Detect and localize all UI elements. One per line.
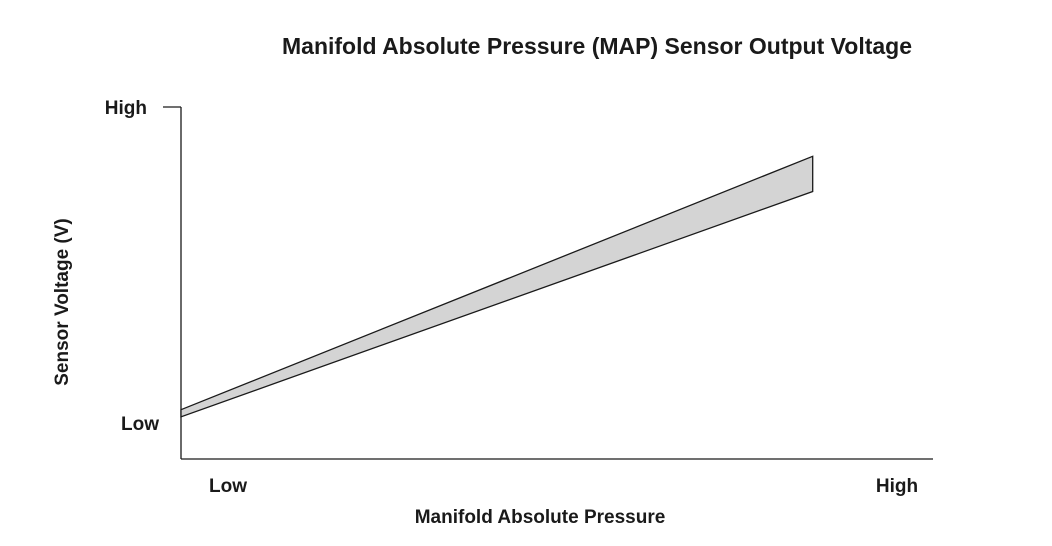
x-axis-label: Manifold Absolute Pressure [415, 507, 666, 528]
chart-title: Manifold Absolute Pressure (MAP) Sensor … [282, 33, 912, 59]
y-axis-label: Sensor Voltage (V) [52, 218, 73, 386]
x-tick-label-high: High [876, 476, 918, 497]
voltage-range-band [180, 155, 814, 418]
y-tick-label-high: High [105, 98, 147, 119]
x-tick-label-low: Low [209, 476, 247, 497]
y-tick-label-low: Low [121, 414, 159, 435]
